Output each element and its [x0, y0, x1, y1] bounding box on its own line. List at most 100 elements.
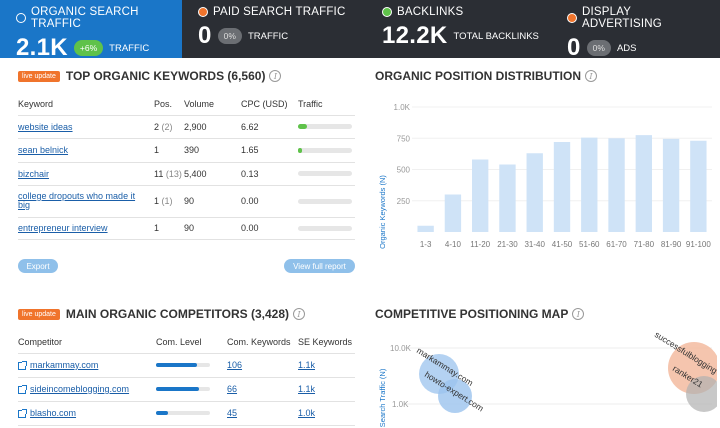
keyword-link[interactable]: entrepreneur interview [18, 223, 108, 233]
keyword-cpc: 0.13 [241, 162, 298, 186]
table-row: blasho.com 45 1.0k [18, 401, 355, 426]
com-level-bar [156, 387, 210, 391]
se-keywords-link[interactable]: 1.1k [298, 384, 316, 394]
keyword-link[interactable]: college dropouts who made it big [18, 191, 136, 210]
y-tick-label: 1.0K [394, 103, 411, 112]
chart-bar[interactable] [417, 225, 434, 232]
metric-backlinks-sublabel: TOTAL BACKLINKS [453, 30, 539, 42]
chart-bar[interactable] [472, 159, 489, 233]
positioning-ytick: 10.0K [390, 344, 412, 353]
external-link-icon[interactable] [18, 408, 27, 418]
com-keywords-link[interactable]: 45 [227, 408, 238, 418]
metric-organic[interactable]: Organic Search Traffic 2.1K +6% TRAFFIC [0, 0, 182, 61]
keyword-link[interactable]: website ideas [18, 121, 73, 132]
x-tick-label: 81-90 [661, 240, 682, 249]
x-tick-label: 31-40 [524, 240, 545, 249]
keyword-volume: 90 [184, 217, 241, 240]
keyword-volume: 5,400 [184, 162, 241, 186]
col-se-keywords[interactable]: SE Keywords [298, 331, 355, 354]
competitor-link[interactable]: sideincomeblogging.com [30, 384, 130, 394]
export-button[interactable]: Export [18, 259, 58, 273]
external-link-icon[interactable] [18, 360, 27, 370]
col-competitor[interactable]: Competitor [18, 331, 156, 354]
competitor-link[interactable]: blasho.com [30, 408, 77, 418]
col-pos[interactable]: Pos. [154, 93, 184, 116]
view-full-report-button[interactable]: View full report [284, 259, 355, 273]
keyword-pos: 1 [154, 196, 160, 206]
info-icon[interactable]: i [269, 70, 282, 82]
info-icon[interactable]: i [585, 70, 598, 82]
chart-bar[interactable] [608, 138, 625, 232]
position-panel-title: ORGANIC POSITION DISTRIBUTION i [375, 69, 598, 83]
table-row: website ideas 2 (2) 2,900 6.62 [18, 115, 355, 139]
metric-paid-label: Paid Search Traffic [213, 6, 346, 18]
x-tick-label: 41-50 [552, 240, 573, 249]
com-keywords-link[interactable]: 106 [227, 360, 243, 370]
se-keywords-link[interactable]: 1.0k [298, 408, 316, 418]
traffic-bar-fill [298, 124, 307, 129]
metric-paid-sublabel: TRAFFIC [247, 30, 289, 42]
keyword-cpc: 6.62 [241, 115, 298, 139]
metric-backlinks-label: Backlinks [397, 6, 464, 18]
com-keywords-link[interactable]: 66 [227, 384, 238, 394]
x-tick-label: 51-60 [579, 240, 600, 249]
competitors-title-text: MAIN ORGANIC COMPETITORS (3,428) [65, 307, 289, 321]
col-cpc[interactable]: CPC (USD) [241, 93, 298, 116]
backlinks-dot-icon [382, 7, 392, 17]
position-title-text: ORGANIC POSITION DISTRIBUTION [375, 69, 582, 83]
info-icon[interactable]: i [572, 308, 585, 320]
traffic-bar [298, 225, 352, 231]
traffic-bar [298, 147, 352, 153]
col-com-level[interactable]: Com. Level [156, 331, 227, 354]
competitor-link[interactable]: markammay.com [30, 360, 99, 370]
y-tick-label: 750 [397, 134, 411, 143]
chart-bar[interactable] [499, 164, 516, 233]
metric-display-sublabel: ADS [616, 42, 637, 54]
paid-dot-icon [198, 7, 208, 17]
external-link-icon[interactable] [18, 384, 27, 394]
info-icon[interactable]: i [293, 308, 305, 320]
positioning-ylabel: Search Traffic (N) [378, 368, 387, 427]
chart-bar[interactable] [553, 142, 571, 232]
traffic-bar [298, 171, 352, 176]
traffic-bar-fill [298, 147, 303, 153]
metric-display-value: 0 [567, 34, 581, 61]
chart-bar[interactable] [444, 194, 462, 233]
chart-bar[interactable] [662, 138, 680, 232]
col-traffic[interactable]: Traffic [298, 93, 355, 116]
keyword-link[interactable]: bizchair [18, 168, 50, 179]
chart-bar[interactable] [635, 135, 652, 232]
metric-paid[interactable]: Paid Search Traffic 0 0% TRAFFIC [182, 0, 366, 58]
com-level-bar-fill [156, 411, 168, 415]
metric-backlinks[interactable]: Backlinks 12.2K TOTAL BACKLINKS [366, 0, 551, 58]
keywords-table: Keyword Pos. Volume CPC (USD) Traffic we… [18, 93, 355, 240]
chart-bar[interactable] [526, 153, 543, 232]
chart-bar[interactable] [690, 140, 707, 232]
table-row: sideincomeblogging.com 66 1.1k [18, 377, 355, 402]
se-keywords-link[interactable]: 1.1k [298, 360, 316, 370]
chart-ylabel: Organic Keywords (N) [378, 175, 387, 249]
table-row: college dropouts who made it big 1 (1) 90 0… [18, 185, 355, 218]
col-keyword[interactable]: Keyword [18, 93, 154, 116]
col-volume[interactable]: Volume [184, 93, 241, 116]
keyword-cpc: 0.00 [241, 185, 298, 218]
keywords-panel-title: live update TOP ORGANIC KEYWORDS (6,560)… [18, 69, 282, 83]
position-distribution-chart: Organic Keywords (N) 250 500 750 1.0K 1-3 4-… [378, 103, 712, 249]
metric-organic-sublabel: TRAFFIC [109, 42, 150, 54]
metric-display[interactable]: Display Advertising 0 0% ADS [551, 0, 720, 61]
com-level-bar-fill [156, 387, 200, 391]
metric-paid-value: 0 [198, 22, 212, 49]
chart-bar[interactable] [581, 137, 598, 232]
bubble-ranker21[interactable] [686, 376, 717, 412]
positioning-title-text: COMPETITIVE POSITIONING MAP [375, 307, 569, 321]
x-tick-label: 61-70 [606, 240, 627, 249]
col-com-keywords[interactable]: Com. Keywords [227, 331, 298, 354]
keyword-link[interactable]: sean belnick [18, 145, 69, 155]
bubble-howto-expert[interactable] [438, 379, 472, 413]
metric-organic-label: Organic Search Traffic [31, 6, 139, 30]
positioning-ytick: 1.0K [392, 400, 409, 409]
traffic-bar [298, 124, 352, 129]
keyword-pos-prev: (2) [161, 121, 173, 132]
competitors-panel-title: live update MAIN ORGANIC COMPETITORS (3,… [18, 307, 305, 321]
keyword-pos: 1 [154, 145, 160, 155]
